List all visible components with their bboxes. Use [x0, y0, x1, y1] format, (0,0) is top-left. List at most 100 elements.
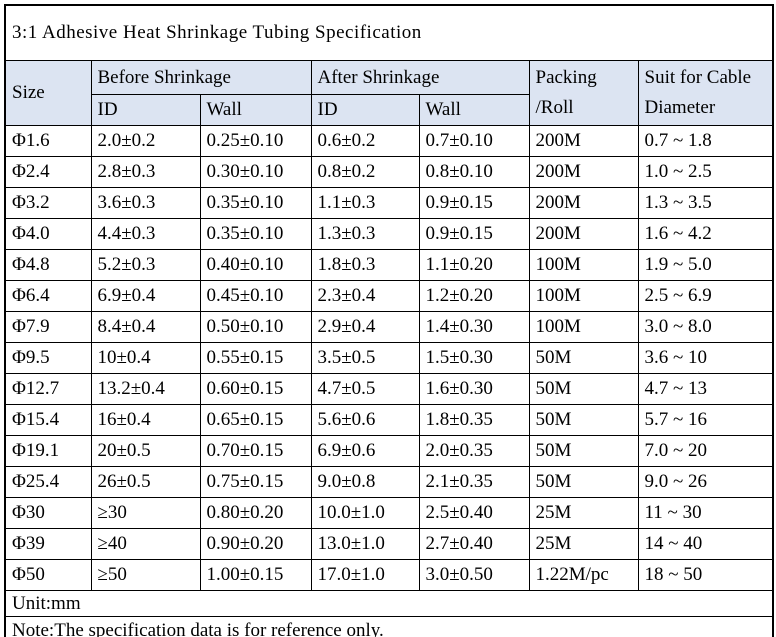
cell-after-id: 10.0±1.0 — [310, 497, 420, 529]
cell-before-id: ≥30 — [90, 497, 201, 529]
cell-before-id: 10±0.4 — [90, 342, 201, 374]
cell-before-id: 8.4±0.4 — [90, 311, 201, 343]
cell-after-wall: 2.7±0.40 — [418, 528, 530, 560]
col-header-before-wall: Wall — [199, 94, 312, 126]
packing-label-line1: Packing — [535, 67, 597, 88]
cell-before-id: 3.6±0.3 — [90, 187, 201, 219]
cell-cable-diameter: 2.5 ~ 6.9 — [637, 280, 774, 312]
cell-before-wall: 0.80±0.20 — [199, 497, 312, 529]
cell-before-id: 20±0.5 — [90, 435, 201, 467]
table-body: Φ1.6 2.0±0.2 0.25±0.10 0.6±0.2 0.7±0.10 200M 0… — [4, 125, 774, 591]
cell-before-id: 26±0.5 — [90, 466, 201, 498]
cell-after-wall: 2.5±0.40 — [418, 497, 530, 529]
cell-after-id: 2.3±0.4 — [310, 280, 420, 312]
cell-before-id: 6.9±0.4 — [90, 280, 201, 312]
col-header-before-shrinkage: Before Shrinkage — [90, 60, 312, 95]
unit-row: Unit:mm — [4, 590, 774, 617]
col-header-after-wall: Wall — [418, 94, 530, 126]
col-header-size: Size — [4, 60, 92, 126]
cell-size: Φ4.0 — [4, 218, 92, 250]
cell-size: Φ25.4 — [4, 466, 92, 498]
cell-after-wall: 0.7±0.10 — [418, 125, 530, 157]
cell-after-id: 0.6±0.2 — [310, 125, 420, 157]
cell-before-wall: 0.35±0.10 — [199, 218, 312, 250]
cell-cable-diameter: 11 ~ 30 — [637, 497, 774, 529]
table-row: Φ30 ≥30 0.80±0.20 10.0±1.0 2.5±0.40 25M 11 ~ 3… — [4, 497, 774, 529]
cell-packing-roll: 200M — [528, 218, 639, 250]
cell-packing-roll: 50M — [528, 373, 639, 405]
cell-packing-roll: 100M — [528, 249, 639, 281]
cell-before-wall: 0.35±0.10 — [199, 187, 312, 219]
cell-before-wall: 0.90±0.20 — [199, 528, 312, 560]
cell-before-id: 4.4±0.3 — [90, 218, 201, 250]
cell-size: Φ4.8 — [4, 249, 92, 281]
unit-label: Unit:mm — [4, 590, 774, 617]
cell-after-id: 1.3±0.3 — [310, 218, 420, 250]
col-header-before-id: ID — [90, 94, 201, 126]
cell-size: Φ50 — [4, 559, 92, 591]
spec-table: 3:1 Adhesive Heat Shrinkage Tubing Speci… — [4, 4, 775, 637]
table-row: Φ3.2 3.6±0.3 0.35±0.10 1.1±0.3 0.9±0.15 200M 1… — [4, 187, 774, 219]
cell-after-id: 1.1±0.3 — [310, 187, 420, 219]
cell-size: Φ39 — [4, 528, 92, 560]
cell-packing-roll: 1.22M/pc — [528, 559, 639, 591]
cell-after-wall: 1.4±0.30 — [418, 311, 530, 343]
cell-size: Φ15.4 — [4, 404, 92, 436]
cell-packing-roll: 25M — [528, 497, 639, 529]
cell-before-wall: 0.50±0.10 — [199, 311, 312, 343]
header-row-sub: ID Wall ID Wall — [5, 94, 773, 126]
table-row: Φ6.4 6.9±0.4 0.45±0.10 2.3±0.4 1.2±0.20 100M 2… — [4, 280, 774, 312]
cell-after-id: 17.0±1.0 — [310, 559, 420, 591]
note-row: Note:The specification data is for refer… — [4, 616, 774, 637]
cell-size: Φ30 — [4, 497, 92, 529]
cell-after-id: 6.9±0.6 — [310, 435, 420, 467]
cell-size: Φ1.6 — [4, 125, 92, 157]
cell-before-wall: 0.40±0.10 — [199, 249, 312, 281]
note-label: Note:The specification data is for refer… — [4, 616, 774, 637]
table-row: Φ15.4 16±0.4 0.65±0.15 5.6±0.6 1.8±0.35 50M 5.… — [4, 404, 774, 436]
cell-before-wall: 0.60±0.15 — [199, 373, 312, 405]
cell-after-wall: 2.1±0.35 — [418, 466, 530, 498]
cell-before-wall: 0.70±0.15 — [199, 435, 312, 467]
table-row: Φ7.9 8.4±0.4 0.50±0.10 2.9±0.4 1.4±0.30 100M 3… — [4, 311, 774, 343]
cell-after-id: 13.0±1.0 — [310, 528, 420, 560]
cell-after-id: 4.7±0.5 — [310, 373, 420, 405]
cell-before-wall: 0.25±0.10 — [199, 125, 312, 157]
cell-after-id: 1.8±0.3 — [310, 249, 420, 281]
cell-after-wall: 0.9±0.15 — [418, 218, 530, 250]
cell-size: Φ12.7 — [4, 373, 92, 405]
cell-cable-diameter: 18 ~ 50 — [637, 559, 774, 591]
cell-after-wall: 2.0±0.35 — [418, 435, 530, 467]
col-header-packing-roll: Packing /Roll — [528, 60, 639, 126]
cell-packing-roll: 200M — [528, 125, 639, 157]
table-row: Φ50 ≥50 1.00±0.15 17.0±1.0 3.0±0.50 1.22M/pc 1… — [4, 559, 774, 591]
cell-before-wall: 0.75±0.15 — [199, 466, 312, 498]
table-row: Φ4.0 4.4±0.3 0.35±0.10 1.3±0.3 0.9±0.15 200M 1… — [4, 218, 774, 250]
suit-label-line2: Diameter — [644, 97, 716, 118]
table-row: Φ19.1 20±0.5 0.70±0.15 6.9±0.6 2.0±0.35 50M 7.… — [4, 435, 774, 467]
cell-cable-diameter: 1.9 ~ 5.0 — [637, 249, 774, 281]
cell-packing-roll: 50M — [528, 466, 639, 498]
cell-after-wall: 1.5±0.30 — [418, 342, 530, 374]
table-row: Φ39 ≥40 0.90±0.20 13.0±1.0 2.7±0.40 25M 14 ~ 4… — [4, 528, 774, 560]
cell-packing-roll: 100M — [528, 280, 639, 312]
cell-packing-roll: 200M — [528, 187, 639, 219]
cell-size: Φ2.4 — [4, 156, 92, 188]
cell-after-wall: 3.0±0.50 — [418, 559, 530, 591]
cell-cable-diameter: 3.6 ~ 10 — [637, 342, 774, 374]
col-header-after-id: ID — [310, 94, 420, 126]
cell-cable-diameter: 4.7 ~ 13 — [637, 373, 774, 405]
cell-after-wall: 0.9±0.15 — [418, 187, 530, 219]
cell-size: Φ6.4 — [4, 280, 92, 312]
table-row: Φ12.7 13.2±0.4 0.60±0.15 4.7±0.5 1.6±0.30 50M… — [4, 373, 774, 405]
cell-after-wall: 1.1±0.20 — [418, 249, 530, 281]
cell-before-wall: 0.45±0.10 — [199, 280, 312, 312]
cell-before-id: 2.8±0.3 — [90, 156, 201, 188]
table-row: Φ1.6 2.0±0.2 0.25±0.10 0.6±0.2 0.7±0.10 200M 0… — [4, 125, 774, 157]
table-row: Φ4.8 5.2±0.3 0.40±0.10 1.8±0.3 1.1±0.20 100M 1… — [4, 249, 774, 281]
cell-packing-roll: 50M — [528, 404, 639, 436]
table-row: Φ9.5 10±0.4 0.55±0.15 3.5±0.5 1.5±0.30 50M 3.6… — [4, 342, 774, 374]
title-row: 3:1 Adhesive Heat Shrinkage Tubing Speci… — [4, 4, 774, 61]
cell-before-wall: 0.55±0.15 — [199, 342, 312, 374]
